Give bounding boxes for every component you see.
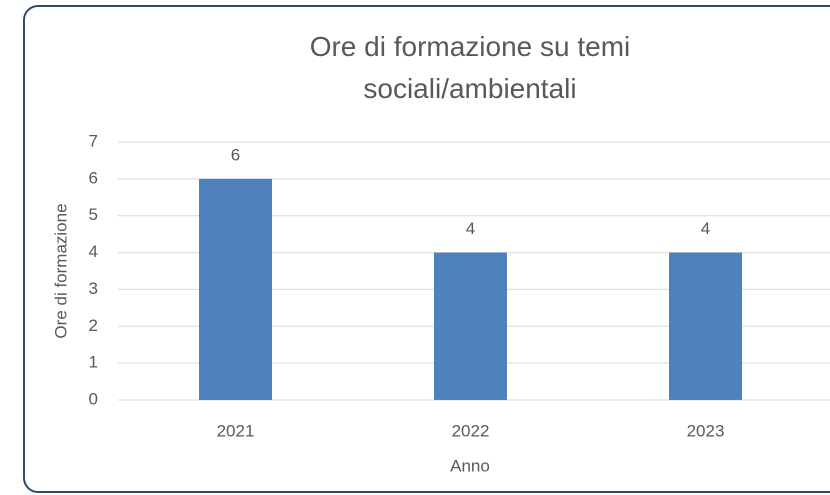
bar: [669, 252, 742, 400]
y-tick-label: 6: [89, 168, 98, 187]
chart-title: Ore di formazione su temi sociali/ambien…: [309, 31, 631, 104]
y-tick-label: 7: [89, 131, 98, 150]
bar: [434, 252, 507, 400]
y-tick-label: 4: [89, 242, 98, 261]
x-tick-label: 2023: [687, 421, 725, 440]
y-axis-label: Ore di formazione: [51, 203, 70, 338]
y-tick-label: 0: [89, 389, 98, 408]
y-tick-label: 5: [89, 205, 98, 224]
x-axis-label: Anno: [450, 456, 490, 475]
data-label: 4: [701, 219, 710, 238]
data-label: 6: [231, 145, 240, 164]
data-label: 4: [466, 219, 475, 238]
bar: [199, 178, 272, 400]
x-tick-label: 2021: [217, 421, 255, 440]
y-tick-label: 2: [89, 316, 98, 335]
y-tick-label: 3: [89, 279, 98, 298]
x-tick-label: 2022: [452, 421, 490, 440]
y-tick-label: 1: [89, 353, 98, 372]
